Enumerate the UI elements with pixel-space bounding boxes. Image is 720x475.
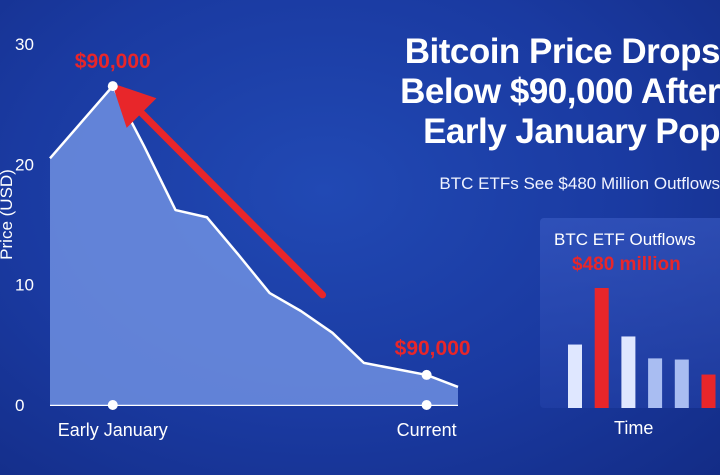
- etf-bar: [568, 344, 582, 408]
- peak-price-label: $90,000: [75, 50, 151, 73]
- x-tick-marker: [421, 400, 432, 410]
- etf-bar: [674, 359, 689, 408]
- etf-x-axis-label: Time: [614, 418, 654, 438]
- price-area: [50, 86, 458, 405]
- y-tick-label: 30: [15, 35, 34, 54]
- trend-arrow: [111, 83, 327, 299]
- headline-line: Early January Pop: [423, 112, 720, 151]
- y-axis-label: Price (USD): [0, 169, 16, 260]
- x-tick-label: Early January: [58, 420, 168, 440]
- etf-bar: [621, 336, 636, 408]
- price-point-marker: [107, 81, 118, 92]
- y-tick-label: 10: [15, 276, 34, 295]
- etf-bar-chart: [568, 288, 716, 408]
- etf-chart-title: BTC ETF Outflows: [554, 230, 696, 249]
- etf-outflow-value: $480 million: [572, 254, 681, 275]
- headline-line: Below $90,000 After: [400, 72, 720, 111]
- price-point-marker: [421, 369, 432, 380]
- y-tick-label: 20: [15, 155, 34, 174]
- current-price-label: $90,000: [395, 337, 471, 360]
- x-tick-label: Current: [397, 420, 457, 440]
- headline: Bitcoin Price Drops Below $90,000 After …: [330, 32, 720, 152]
- headline-line: Bitcoin Price Drops: [404, 32, 720, 71]
- etf-bar: [648, 358, 663, 408]
- x-tick-marker: [107, 400, 118, 410]
- y-tick-label: 0: [15, 396, 24, 415]
- etf-bar: [594, 288, 609, 408]
- subheadline: BTC ETFs See $480 Million Outflows: [439, 174, 720, 193]
- etf-bar: [701, 374, 716, 408]
